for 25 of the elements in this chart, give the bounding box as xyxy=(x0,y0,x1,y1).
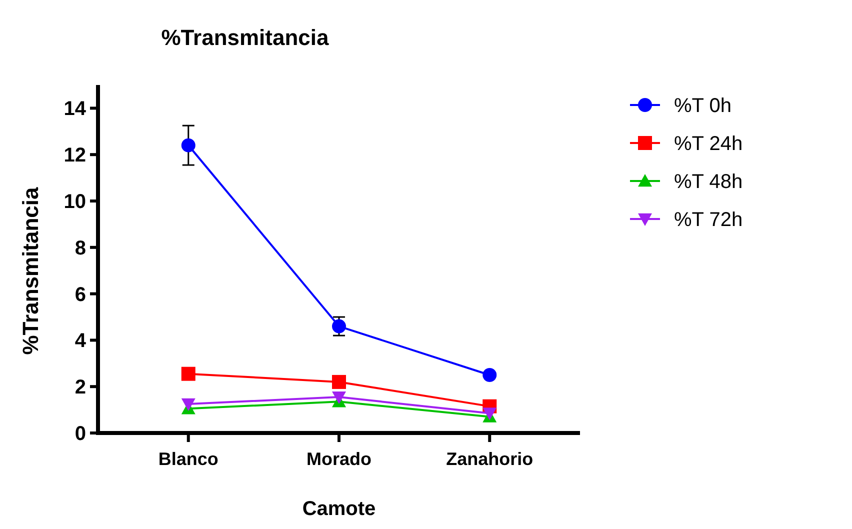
y-tick-label: 14 xyxy=(64,98,87,120)
legend-label: %T 24h xyxy=(674,133,743,155)
point xyxy=(332,319,346,334)
point xyxy=(181,366,196,381)
y-tick-label: 12 xyxy=(64,144,86,167)
point xyxy=(181,138,196,152)
y-axis-title: %Transmitancia xyxy=(18,186,43,355)
x-axis-title: Camote xyxy=(302,498,376,520)
legend-label: %T 0h xyxy=(674,95,732,117)
legend-label: %T 48h xyxy=(674,171,743,193)
legend-label: %T 72h xyxy=(674,209,743,231)
y-tick-label: 8 xyxy=(74,237,86,260)
y-tick-label: 4 xyxy=(74,330,87,352)
point xyxy=(482,368,497,382)
x-tick-label: Zanahorio xyxy=(446,449,534,469)
point xyxy=(332,374,346,389)
y-tick-label: 0 xyxy=(74,423,86,445)
y-tick-label: 10 xyxy=(64,191,86,213)
y-tick-label: 2 xyxy=(74,376,86,399)
chart-title: %Transmitancia xyxy=(161,25,330,50)
x-tick-label: Morado xyxy=(306,449,372,469)
point xyxy=(181,398,196,411)
x-tick-label: Blanco xyxy=(158,449,218,469)
point xyxy=(332,391,346,404)
y-tick-label: 6 xyxy=(74,284,86,306)
